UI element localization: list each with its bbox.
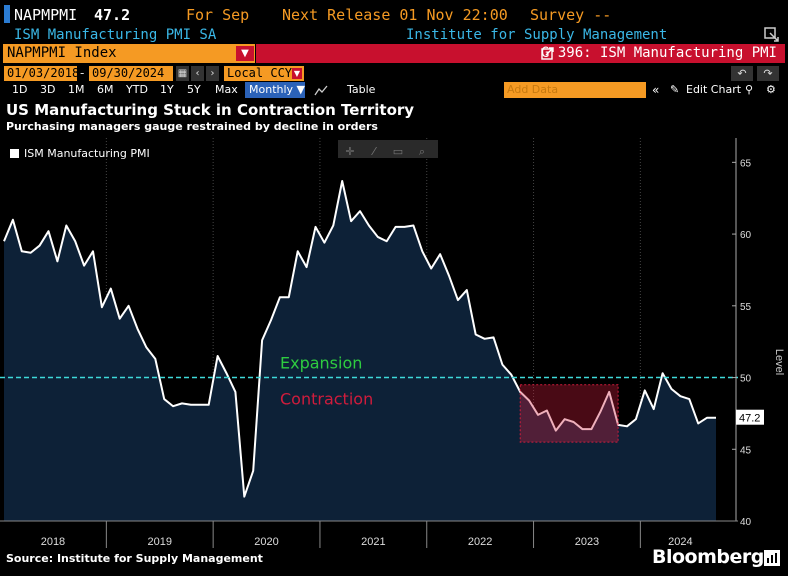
last-value: 47.2 [94, 6, 131, 24]
x-tick-label: 2022 [468, 536, 492, 548]
frequency-select[interactable]: Monthly ▼ [245, 82, 305, 98]
annotation-expansion: Expansion [280, 354, 362, 373]
period-max[interactable]: Max [215, 83, 238, 96]
for-period: For Sep [186, 6, 250, 24]
line-chart-icon[interactable] [314, 84, 328, 96]
period-1m[interactable]: 1M [68, 83, 85, 96]
frequency-dropdown-icon: ▼ [293, 83, 306, 96]
period-6m[interactable]: 6M [97, 83, 114, 96]
redo-icon[interactable]: ↷ [757, 66, 779, 81]
last-value-label: 47.2 [739, 413, 760, 425]
chart-subtitle: Purchasing managers gauge restrained by … [6, 120, 378, 133]
x-tick-label: 2018 [41, 536, 65, 548]
x-tick-label: 2024 [668, 536, 692, 548]
settings-gear-icon[interactable]: ⚙ [766, 83, 776, 96]
x-tick-label: 2019 [148, 536, 172, 548]
magnify-icon[interactable]: ⌕ [418, 145, 426, 158]
legend-swatch [10, 149, 19, 158]
period-ytd[interactable]: YTD [126, 83, 148, 96]
series-area-fill [4, 180, 716, 521]
header-bar: NAPMPMI 47.2 For Sep Next Release 01 Nov… [0, 0, 788, 28]
y-axis: 40 45 50 55 60 65 [732, 138, 752, 528]
end-date-input[interactable]: 09/30/2024 [89, 66, 173, 81]
y-tick-label: 45 [740, 445, 752, 456]
highlight-box [519, 384, 619, 443]
gridlines [105, 138, 641, 521]
x-tick-label: 2023 [575, 536, 599, 548]
prev-period-icon[interactable]: ‹ [191, 66, 204, 81]
annotation-contraction: Contraction [280, 390, 373, 409]
security-dropdown-icon[interactable]: ▼ [236, 46, 254, 61]
next-period-icon[interactable]: › [206, 66, 219, 81]
graph-title-bar: G 396: ISM Manufacturing PMI [256, 44, 785, 63]
series-area [3, 179, 716, 521]
external-link-icon[interactable] [541, 47, 554, 60]
start-date-input[interactable]: 01/03/2018 [4, 66, 79, 81]
edit-chart-button[interactable]: Edit Chart [686, 83, 742, 96]
currency-dropdown-icon[interactable]: ▼ [292, 68, 302, 79]
security-bar: NAPMPMI Index ▼ G 396: ISM Manufacturing… [0, 44, 788, 64]
add-data-input[interactable]: Add Data [504, 82, 646, 98]
brand-logo: Bloomberg [652, 546, 764, 568]
undo-icon[interactable]: ↶ [731, 66, 753, 81]
y-tick-label: 40 [740, 517, 752, 528]
source-footer: Source: Institute for Supply Management [6, 552, 263, 565]
period-1d[interactable]: 1D [12, 83, 28, 96]
chart-canvas[interactable]: 40 45 50 55 60 65 2018 2019 2020 2021 2022 2023 202… [0, 138, 788, 548]
date-separator: - [80, 66, 85, 80]
y-tick-label: 65 [740, 158, 752, 169]
y-tick-label: 55 [740, 302, 752, 313]
bloomberg-chart-icon [764, 550, 780, 566]
graph-title: G 396: ISM Manufacturing PMI [540, 45, 777, 61]
currency-select[interactable]: Local CCY [224, 66, 304, 81]
x-tick-label: 2021 [361, 536, 385, 548]
y-tick-label: 60 [740, 230, 752, 241]
x-tick-label: 2020 [254, 536, 278, 548]
y-tick-label: 50 [740, 374, 752, 385]
collapse-icon[interactable]: « [652, 83, 660, 97]
chart-toolbar: 1D 3D 1M 6M YTD 1Y 5Y Max Monthly ▼ Tabl… [0, 82, 788, 99]
description-bar: ISM Manufacturing PMI SA Institute for S… [0, 27, 788, 44]
next-release: Next Release 01 Nov 22:00 [282, 6, 508, 24]
chart-tools: ✛ ⁄ ▭ ⌕ [338, 140, 438, 158]
calendar-icon[interactable]: ▦ [176, 66, 189, 81]
chart-title: US Manufacturing Stuck in Contraction Te… [6, 101, 415, 119]
frequency-value: Monthly [249, 83, 294, 96]
series-description: ISM Manufacturing PMI SA [14, 27, 217, 43]
crosshair-icon[interactable]: ✛ [345, 145, 355, 158]
contraction-highlight [519, 384, 619, 443]
source-name: Institute for Supply Management [406, 27, 668, 43]
security-text: NAPMPMI Index [7, 45, 117, 61]
legend-label: ISM Manufacturing PMI [24, 147, 150, 160]
ticker-tab-marker [4, 5, 10, 23]
x-axis: 2018 2019 2020 2021 2022 2023 2024 [0, 520, 738, 548]
popout-icon[interactable] [764, 27, 780, 43]
zoom-icon[interactable]: ⚲ [745, 83, 754, 96]
ticker-symbol[interactable]: NAPMPMI [14, 6, 78, 24]
last-value-box [736, 409, 764, 425]
draw-icon[interactable]: ⁄ [373, 145, 375, 158]
period-3d[interactable]: 3D [40, 83, 56, 96]
date-range-bar: 01/03/2018 - 09/30/2024 ▦ ‹ › Local CCY … [0, 66, 788, 82]
legend[interactable]: ISM Manufacturing PMI [10, 147, 150, 160]
annotate-icon[interactable]: ▭ [392, 145, 404, 158]
table-button[interactable]: Table [347, 83, 376, 96]
security-input[interactable]: NAPMPMI Index ▼ [3, 44, 255, 63]
series-line [3, 179, 716, 498]
pencil-icon[interactable]: ✎ [670, 83, 680, 96]
last-value-tag: 47.2 [736, 409, 764, 425]
period-5y[interactable]: 5Y [187, 83, 201, 96]
survey: Survey -- [530, 6, 612, 24]
period-1y[interactable]: 1Y [160, 83, 174, 96]
y-axis-label: Level [773, 349, 785, 375]
